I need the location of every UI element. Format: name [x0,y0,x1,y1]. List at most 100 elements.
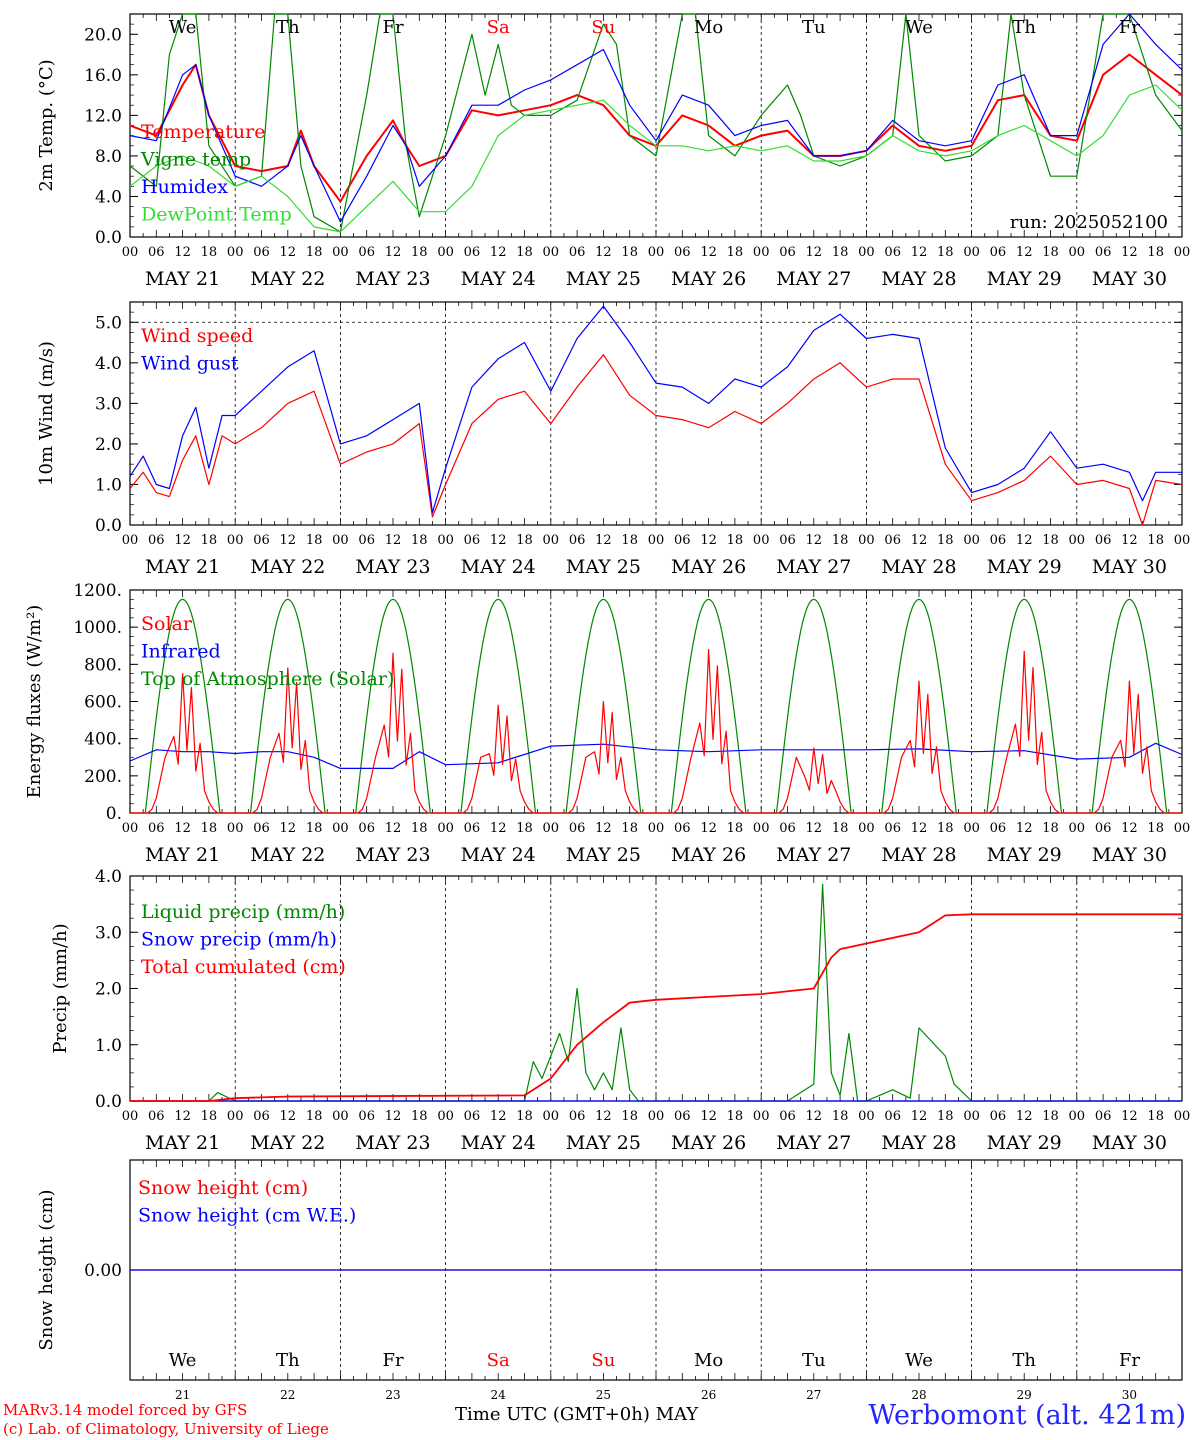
hour-tick-label: 06 [358,1109,375,1124]
legend-entry: Top of Atmosphere (Solar) [141,668,394,690]
date-label: MAY 28 [881,556,956,578]
y-tick-label: 5.0 [95,313,122,333]
date-label: MAY 23 [355,844,430,866]
credit-line-2: (c) Lab. of Climatology, University of L… [3,1420,329,1438]
panel-3: 0. 200. 400. 600. 800. 1000. 1200. Energy fluxe… [24,581,1190,866]
weekday-label: Sa [487,1350,510,1371]
date-label: MAY 28 [881,1132,956,1154]
y-tick-label: 1.0 [95,475,122,495]
hour-tick-label: 18 [1147,245,1164,260]
date-label: MAY 22 [250,1132,325,1154]
hour-tick-label: 00 [753,533,770,548]
hour-tick-label: 12 [1016,1109,1033,1124]
date-label: MAY 30 [1092,1132,1167,1154]
site-title: Werbomont (alt. 421m) [868,1400,1186,1431]
hour-tick-label: 18 [306,533,323,548]
date-label: MAY 24 [461,268,536,290]
series-line-infrared [129,742,1183,770]
hour-tick-label: 00 [1174,1109,1191,1124]
hour-tick-label: 00 [1069,533,1086,548]
hour-tick-label: 06 [464,1109,481,1124]
day-number-label: 25 [596,1388,611,1402]
hour-tick-label: 06 [148,533,165,548]
hour-tick-label: 18 [1042,245,1059,260]
hour-tick-label: 06 [674,821,691,836]
hour-tick-label: 06 [1095,245,1112,260]
hour-tick-label: 06 [569,821,586,836]
date-label: MAY 23 [355,1132,430,1154]
hour-tick-label: 12 [806,533,823,548]
hour-tick-label: 18 [201,533,218,548]
hour-tick-label: 12 [806,821,823,836]
hour-tick-label: 00 [332,533,349,548]
y-axis-label: 2m Temp. (°C) [36,59,57,191]
hour-tick-label: 00 [1069,821,1086,836]
legend-entry: Snow height (cm W.E.) [138,1205,356,1227]
hour-tick-label: 18 [832,533,849,548]
y-tick-label: 200. [84,767,122,787]
hour-tick-label: 06 [779,1109,796,1124]
hour-tick-label: 00 [227,821,244,836]
hour-tick-label: 12 [490,245,507,260]
day-number-label: 22 [280,1388,295,1402]
hour-tick-label: 12 [490,1109,507,1124]
series-line-total-cumulated-cm- [130,913,1182,1102]
hour-tick-label: 18 [1042,533,1059,548]
hour-tick-label: 00 [648,533,665,548]
weekday-label: Th [1012,1350,1036,1371]
y-tick-label: 2.0 [95,980,122,1000]
hour-tick-label: 00 [1069,1109,1086,1124]
date-label: MAY 29 [987,844,1062,866]
day-number-label: 21 [175,1388,190,1402]
hour-tick-label: 18 [937,1109,954,1124]
day-number-label: 23 [385,1388,400,1402]
hour-tick-label: 18 [411,533,428,548]
hour-tick-label: 00 [543,533,560,548]
hour-tick-label: 00 [963,1109,980,1124]
hour-tick-label: 00 [227,533,244,548]
hour-tick-label: 12 [806,245,823,260]
hour-tick-label: 12 [1016,821,1033,836]
date-label: MAY 29 [987,556,1062,578]
hour-tick-label: 06 [779,533,796,548]
y-tick-label: 3.0 [95,923,122,943]
legend-entry: Liquid precip (mm/h) [141,901,345,923]
weekday-label: We [905,1350,933,1371]
hour-tick-label: 12 [174,1109,191,1124]
legend-entry: DewPoint Temp [141,204,292,226]
hour-tick-label: 18 [516,245,533,260]
hour-tick-label: 00 [122,533,139,548]
hour-tick-label: 18 [937,533,954,548]
hour-tick-label: 12 [280,245,297,260]
hour-tick-label: 18 [727,821,744,836]
hour-tick-label: 12 [385,1109,402,1124]
hour-tick-label: 18 [621,533,638,548]
date-label: MAY 28 [881,268,956,290]
hour-tick-label: 00 [963,821,980,836]
series-line-vigne-temp [129,13,1183,233]
legend-entry: Wind gust [141,353,239,375]
date-label: MAY 30 [1092,268,1167,290]
hour-tick-label: 06 [358,533,375,548]
hour-tick-label: 18 [201,1109,218,1124]
date-label: MAY 21 [145,268,220,290]
date-label: MAY 30 [1092,556,1167,578]
weekday-label: Th [276,17,300,38]
hour-tick-label: 06 [990,1109,1007,1124]
hour-tick-label: 06 [148,245,165,260]
hour-tick-label: 18 [1042,821,1059,836]
hour-tick-label: 06 [884,533,901,548]
hour-tick-label: 18 [411,821,428,836]
day-number-label: 24 [491,1388,507,1402]
hour-tick-label: 18 [306,1109,323,1124]
hour-tick-label: 18 [727,1109,744,1124]
hour-tick-label: 12 [385,533,402,548]
hour-tick-label: 18 [621,245,638,260]
weekday-label: Sa [487,17,510,38]
hour-tick-label: 18 [201,245,218,260]
hour-tick-label: 00 [858,533,875,548]
date-label: MAY 29 [987,268,1062,290]
series-line-wind-speed [129,354,1183,526]
hour-tick-label: 06 [358,821,375,836]
hour-tick-label: 06 [253,533,270,548]
